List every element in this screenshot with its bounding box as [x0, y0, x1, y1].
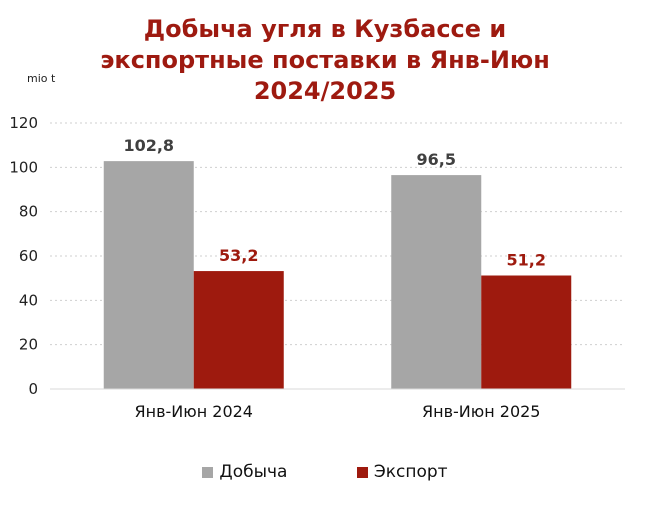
legend-item-export: Экспорт — [356, 462, 448, 482]
legend-swatch-export — [356, 466, 368, 478]
y-tick-label-0: 0 — [28, 380, 38, 398]
bar-production-2 — [391, 175, 482, 389]
x-category-label-2: Янв-Июн 2025 — [422, 402, 540, 421]
data-label-production-1: 102,8 — [123, 136, 174, 155]
y-tick-label-120: 120 — [9, 114, 38, 132]
y-axis-unit-label: mio t — [27, 72, 56, 85]
legend-label-production: Добыча — [219, 462, 288, 482]
chart-title-line-2: экспортные поставки в Янв-Июн — [100, 46, 550, 74]
x-category-label-1: Янв-Июн 2024 — [135, 402, 253, 421]
data-label-export-2: 51,2 — [507, 251, 546, 270]
data-label-production-2: 96,5 — [417, 150, 456, 169]
chart-title-line-3: 2024/2025 — [253, 77, 397, 105]
y-tick-label-40: 40 — [19, 291, 38, 309]
legend-swatch-production — [202, 466, 214, 478]
y-tick-label-60: 60 — [19, 247, 38, 265]
legend-item-production: Добыча — [202, 462, 287, 482]
y-tick-label-20: 20 — [19, 336, 38, 354]
data-label-export-1: 53,2 — [219, 246, 258, 265]
chart-title-line-1: Добыча угля в Кузбассе и — [143, 15, 507, 43]
bar-export-2 — [481, 275, 572, 389]
bar-production-1 — [103, 161, 194, 389]
y-tick-label-80: 80 — [19, 203, 38, 221]
bar-export-1 — [193, 271, 284, 389]
chart-title: Добыча угля в Кузбассе и экспортные пост… — [0, 14, 650, 107]
legend-label-export: Экспорт — [373, 462, 448, 482]
y-tick-label-100: 100 — [9, 158, 38, 176]
legend: Добыча Экспорт — [0, 462, 650, 483]
